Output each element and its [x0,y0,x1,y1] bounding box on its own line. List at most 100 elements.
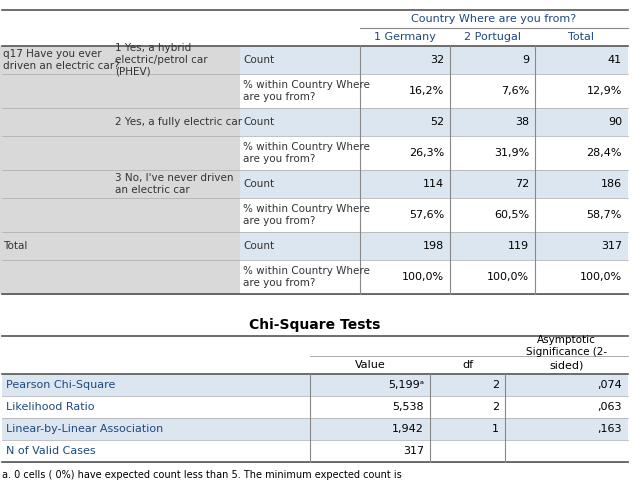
Text: ,074: ,074 [597,380,622,390]
Text: Likelihood Ratio: Likelihood Ratio [6,402,95,412]
Bar [535,46,628,74]
Text: 60,5%: 60,5% [494,210,529,220]
Bar [112,198,240,232]
Bar [360,74,450,108]
Text: q17 Have you ever
driven an electric car?: q17 Have you ever driven an electric car… [3,49,119,71]
Text: Count: Count [243,179,274,189]
Bar [240,46,360,74]
Text: 58,7%: 58,7% [586,210,622,220]
Text: 7,6%: 7,6% [501,86,529,96]
Bar [450,170,535,198]
Text: 38: 38 [515,117,529,127]
Text: 28,4%: 28,4% [586,148,622,158]
Text: 90: 90 [608,117,622,127]
Bar [535,108,628,136]
Bar [450,108,535,136]
Text: 32: 32 [430,55,444,65]
Text: Chi-Square Tests: Chi-Square Tests [249,318,380,332]
Bar [112,170,240,198]
Bar [535,136,628,170]
Bar [360,260,450,294]
Text: 186: 186 [601,179,622,189]
Text: 198: 198 [423,241,444,251]
Bar [310,440,430,462]
Bar [505,440,628,462]
Text: 3 No, I've never driven
an electric car: 3 No, I've never driven an electric car [115,173,233,195]
Text: % within Country Where
are you from?: % within Country Where are you from? [243,142,370,164]
Bar [505,356,628,374]
Bar [0,136,112,170]
Text: 119: 119 [508,241,529,251]
Bar [360,170,450,198]
Bar [2,10,360,28]
Bar [0,198,112,232]
Bar [0,46,112,74]
Bar [112,108,240,136]
Text: Count: Count [243,241,274,251]
Text: Count: Count [243,55,274,65]
Bar [240,198,360,232]
Bar [505,418,628,440]
Text: 41: 41 [608,55,622,65]
Text: 9: 9 [522,55,529,65]
Bar [112,232,240,260]
Text: 1,942: 1,942 [392,424,424,434]
Bar [240,74,360,108]
Text: Asymptotic
Significance (2-: Asymptotic Significance (2- [526,335,607,357]
Bar [450,198,535,232]
Bar [535,260,628,294]
Bar [535,198,628,232]
Text: 57,6%: 57,6% [409,210,444,220]
Text: 317: 317 [601,241,622,251]
Bar [360,136,450,170]
Bar [0,232,112,260]
Bar [450,136,535,170]
Bar [360,232,450,260]
Bar [240,170,360,198]
Bar [360,46,450,74]
Text: 31,9%: 31,9% [494,148,529,158]
Text: 114: 114 [423,179,444,189]
Bar [430,440,505,462]
Text: sided): sided) [549,360,584,370]
Bar [240,232,360,260]
Bar [535,74,628,108]
Bar [450,28,535,46]
Text: Total: Total [3,241,27,251]
Text: 1 Germany: 1 Germany [374,32,436,42]
Text: % within Country Where
are you from?: % within Country Where are you from? [243,80,370,102]
Text: 26,3%: 26,3% [409,148,444,158]
Text: N of Valid Cases: N of Valid Cases [6,446,95,456]
Bar [2,396,310,418]
Text: Country Where are you from?: Country Where are you from? [411,14,576,24]
Text: 12,9%: 12,9% [586,86,622,96]
Bar [310,374,430,396]
Text: 52: 52 [430,117,444,127]
Text: Total: Total [569,32,595,42]
Bar [450,46,535,74]
Bar [240,136,360,170]
Text: 2 Portugal: 2 Portugal [464,32,521,42]
Bar [360,108,450,136]
Bar [0,260,112,294]
Bar [430,374,505,396]
Bar [112,74,240,108]
Text: Value: Value [355,360,386,370]
Bar [535,232,628,260]
Text: % within Country Where
are you from?: % within Country Where are you from? [243,204,370,226]
Text: 5,538: 5,538 [392,402,424,412]
Text: 100,0%: 100,0% [580,272,622,282]
Text: a. 0 cells ( 0%) have expected count less than 5. The minimum expected count is: a. 0 cells ( 0%) have expected count les… [2,470,402,480]
Bar [112,136,240,170]
Bar [2,28,360,46]
Bar [505,336,628,356]
Bar [2,440,310,462]
Text: Pearson Chi-Square: Pearson Chi-Square [6,380,116,390]
Text: 72: 72 [514,179,529,189]
Text: Count: Count [243,117,274,127]
Bar [505,396,628,418]
Text: ,163: ,163 [597,424,622,434]
Bar [360,28,450,46]
Text: 2: 2 [492,402,499,412]
Bar [2,356,310,374]
